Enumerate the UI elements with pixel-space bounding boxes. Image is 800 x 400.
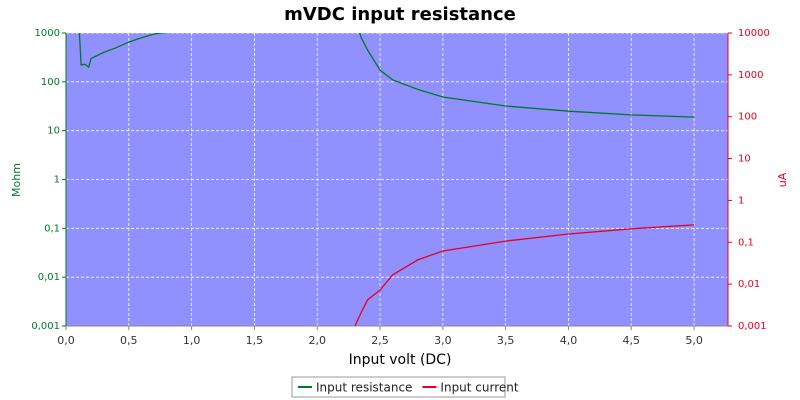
series-line	[354, 224, 695, 326]
y2-axis-label: uA	[776, 172, 789, 187]
x-tick-label: 1,5	[246, 334, 264, 347]
x-tick-label: 3,5	[497, 334, 515, 347]
y-tick-label: 10	[47, 126, 60, 137]
legend-label: Input current	[440, 381, 518, 395]
x-tick-label: 5,0	[685, 334, 703, 347]
series-line	[78, 33, 695, 118]
y-tick-label: 0,1	[44, 223, 60, 234]
y2-tick-label: 0,1	[738, 237, 754, 248]
x-tick-label: 2,5	[371, 334, 389, 347]
y-tick-label: 0,01	[38, 272, 60, 283]
legend: Input resistance Input current	[291, 376, 519, 398]
y-axis-label: Mohm	[10, 163, 23, 197]
y2-tick-label: 1	[738, 195, 744, 206]
y-tick-label: 100	[41, 77, 60, 88]
y2-tick-label: 0,01	[738, 279, 760, 290]
x-tick-label: 3,0	[434, 334, 452, 347]
x-axis-label: Input volt (DC)	[349, 352, 452, 368]
x-tick-label: 2,0	[308, 334, 326, 347]
y-tick-label: 0,001	[31, 321, 60, 332]
y-tick-label: 1000	[35, 28, 60, 39]
legend-label: Input resistance	[316, 381, 412, 395]
y2-tick-label: 100	[738, 112, 757, 123]
y2-tick-label: 1000	[738, 70, 763, 81]
y-tick-label: 1	[54, 175, 60, 186]
y2-tick-label: 10	[738, 154, 751, 165]
x-tick-label: 1,0	[183, 334, 201, 347]
x-tick-label: 4,5	[623, 334, 641, 347]
chart-title: mVDC input resistance	[284, 4, 516, 25]
plot-lines	[78, 33, 695, 326]
x-tick-label: 4,0	[560, 334, 578, 347]
y2-tick-label: 10000	[738, 28, 770, 39]
y2-tick-label: 0,001	[738, 321, 767, 332]
x-tick-label: 0,0	[57, 334, 75, 347]
x-tick-label: 0,5	[120, 334, 138, 347]
legend-box	[291, 376, 506, 398]
